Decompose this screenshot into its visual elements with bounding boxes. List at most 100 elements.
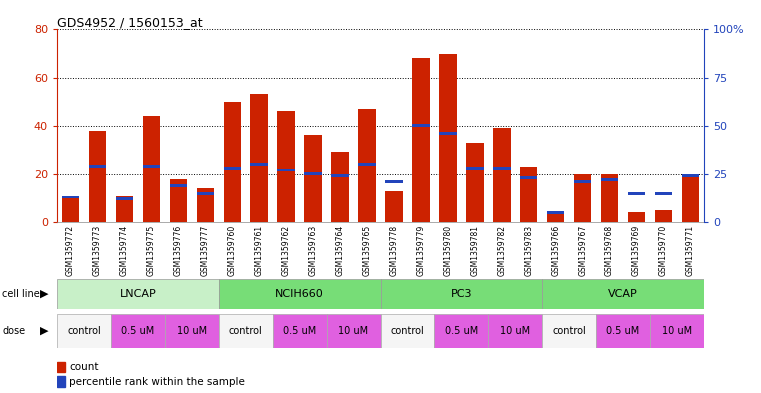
Text: GSM1359779: GSM1359779 (416, 225, 425, 276)
Text: GSM1359763: GSM1359763 (309, 225, 317, 276)
Text: 0.5 uM: 0.5 uM (283, 326, 317, 336)
Text: GSM1359782: GSM1359782 (497, 225, 506, 276)
Bar (116, 198, 133, 200)
Text: PC3: PC3 (451, 289, 472, 299)
Bar (682, 174, 699, 177)
Text: GSM1359775: GSM1359775 (147, 225, 156, 276)
Bar (278, 169, 295, 171)
Bar (547, 211, 565, 214)
Text: GSM1359764: GSM1359764 (336, 225, 345, 276)
Text: NCIH660: NCIH660 (275, 289, 324, 299)
Bar (628, 212, 645, 222)
Bar (62, 196, 79, 222)
Bar (170, 184, 187, 187)
Text: VCAP: VCAP (608, 289, 638, 299)
Bar (89, 165, 107, 168)
Text: GSM1359767: GSM1359767 (578, 225, 587, 276)
Bar (57, 376, 65, 387)
Text: 0.5 uM: 0.5 uM (121, 326, 154, 336)
Bar (385, 180, 403, 183)
Bar (57, 362, 65, 372)
Bar (412, 58, 430, 222)
Bar (543, 314, 596, 348)
Bar (439, 132, 457, 135)
Bar (596, 314, 650, 348)
Text: GSM1359780: GSM1359780 (444, 225, 452, 276)
Bar (111, 314, 165, 348)
Bar (493, 167, 511, 169)
Bar (304, 135, 322, 222)
Bar (493, 128, 511, 222)
Text: ▶: ▶ (40, 289, 49, 299)
Text: GSM1359770: GSM1359770 (659, 225, 668, 276)
Text: GSM1359769: GSM1359769 (632, 225, 641, 276)
Bar (520, 176, 537, 179)
Text: control: control (229, 326, 263, 336)
Text: 0.5 uM: 0.5 uM (444, 326, 478, 336)
Bar (385, 191, 403, 222)
Bar (547, 212, 565, 222)
Bar (196, 192, 214, 195)
Text: GDS4952 / 1560153_at: GDS4952 / 1560153_at (57, 16, 202, 29)
Bar (57, 314, 111, 348)
Bar (466, 143, 483, 222)
Bar (358, 109, 376, 222)
Bar (250, 163, 268, 166)
Bar (89, 130, 107, 222)
Bar (489, 314, 542, 348)
Text: dose: dose (2, 326, 25, 336)
Bar (304, 173, 322, 175)
Bar (224, 102, 241, 222)
Text: LNCAP: LNCAP (119, 289, 156, 299)
Bar (628, 192, 645, 195)
Text: GSM1359765: GSM1359765 (362, 225, 371, 276)
Text: GSM1359760: GSM1359760 (228, 225, 237, 276)
Bar (358, 163, 376, 166)
Bar (574, 180, 591, 183)
Bar (601, 174, 619, 222)
Bar (380, 314, 435, 348)
Text: GSM1359778: GSM1359778 (390, 225, 399, 276)
Text: count: count (69, 362, 99, 372)
Text: GSM1359762: GSM1359762 (282, 225, 291, 276)
Bar (654, 192, 672, 195)
Bar (196, 188, 214, 222)
Text: GSM1359768: GSM1359768 (605, 225, 614, 276)
Bar (224, 167, 241, 169)
Text: GSM1359777: GSM1359777 (201, 225, 210, 276)
Bar (601, 178, 619, 181)
Text: control: control (552, 326, 586, 336)
Text: 10 uM: 10 uM (177, 326, 207, 336)
Text: percentile rank within the sample: percentile rank within the sample (69, 377, 245, 387)
Bar (219, 279, 380, 309)
Bar (326, 314, 380, 348)
Text: GSM1359781: GSM1359781 (470, 225, 479, 276)
Text: 10 uM: 10 uM (662, 326, 692, 336)
Text: control: control (67, 326, 101, 336)
Text: GSM1359766: GSM1359766 (551, 225, 560, 276)
Text: GSM1359774: GSM1359774 (120, 225, 129, 276)
Bar (380, 279, 542, 309)
Bar (466, 167, 483, 169)
Text: 0.5 uM: 0.5 uM (607, 326, 640, 336)
Text: 10 uM: 10 uM (339, 326, 368, 336)
Bar (520, 167, 537, 222)
Bar (57, 279, 219, 309)
Text: cell line: cell line (2, 289, 40, 299)
Bar (654, 210, 672, 222)
Bar (331, 152, 349, 222)
Text: GSM1359783: GSM1359783 (524, 225, 533, 276)
Text: GSM1359776: GSM1359776 (174, 225, 183, 276)
Bar (219, 314, 272, 348)
Bar (543, 279, 704, 309)
Text: GSM1359772: GSM1359772 (66, 225, 75, 276)
Bar (165, 314, 219, 348)
Bar (116, 196, 133, 222)
Text: ▶: ▶ (40, 326, 49, 336)
Text: GSM1359773: GSM1359773 (93, 225, 102, 276)
Text: GSM1359771: GSM1359771 (686, 225, 695, 276)
Bar (62, 196, 79, 198)
Bar (650, 314, 704, 348)
Text: control: control (390, 326, 425, 336)
Bar (142, 165, 160, 168)
